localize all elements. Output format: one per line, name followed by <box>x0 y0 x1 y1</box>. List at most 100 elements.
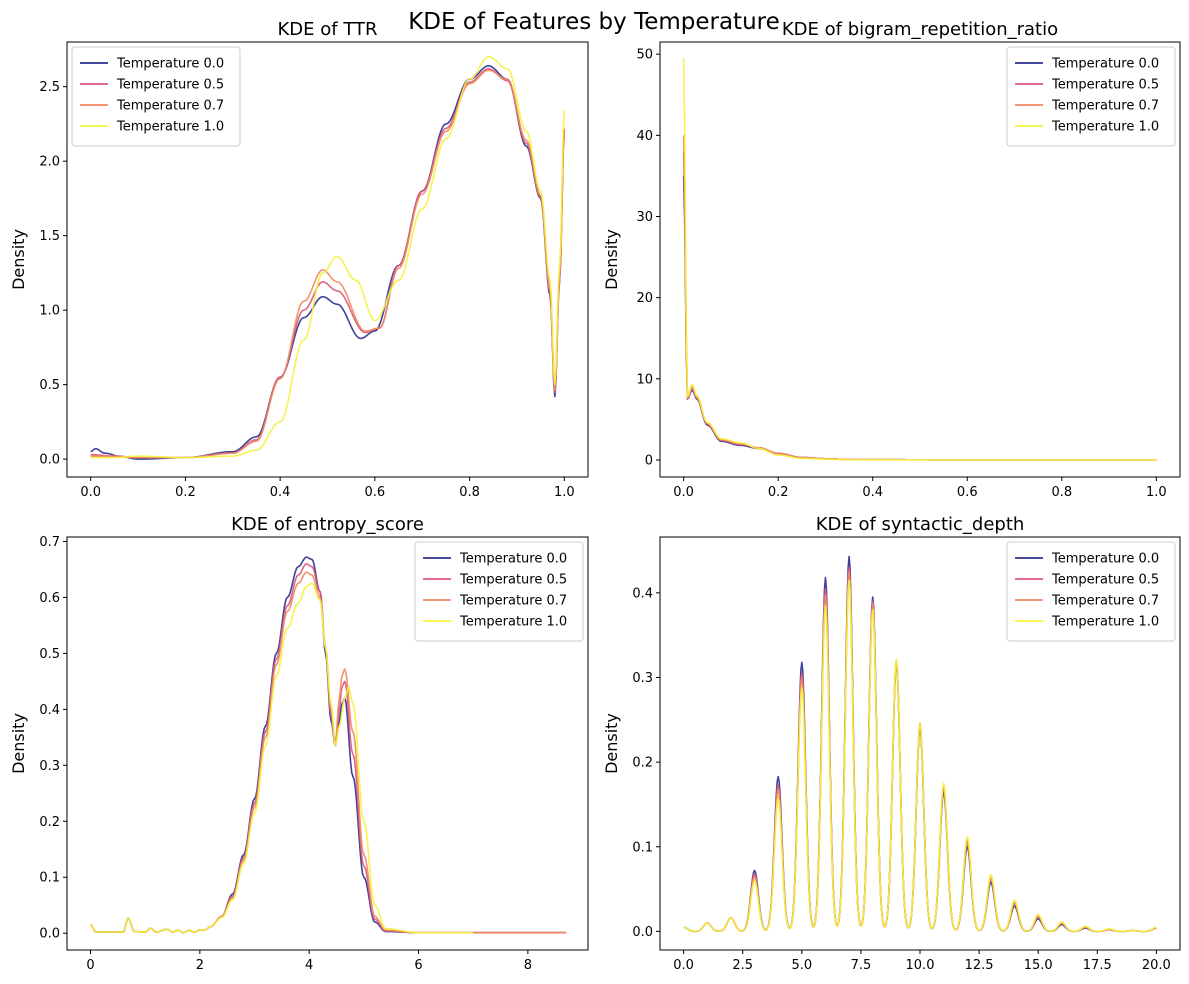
y-tick-label: 0.2 <box>39 815 60 830</box>
series-lines <box>90 56 566 460</box>
y-tick-label: 0.3 <box>39 759 60 774</box>
x-tick-label: 1.0 <box>1146 485 1167 500</box>
legend-label: Temperature 0.0 <box>459 552 567 567</box>
x-tick-label: 0.6 <box>365 485 386 500</box>
legend-label: Temperature 0.5 <box>459 573 567 588</box>
series-line-temperature-0-0 <box>682 175 1157 461</box>
figure-title: KDE of Features by Temperature <box>408 9 780 35</box>
legend-label: Temperature 0.0 <box>1051 552 1159 567</box>
y-tick-label: 30 <box>636 210 653 225</box>
x-tick-label: 0.8 <box>1051 485 1072 500</box>
y-tick-label: 1.5 <box>39 229 60 244</box>
y-tick-label: 0.0 <box>39 927 60 942</box>
panel-title: KDE of syntactic_depth <box>816 514 1025 535</box>
series-lines <box>682 58 1157 461</box>
legend-label: Temperature 0.5 <box>1051 78 1159 93</box>
x-tick-label: 2.5 <box>732 958 753 973</box>
x-axis-ticks: 0.0 0.2 0.4 0.6 0.8 1.0 <box>673 477 1167 500</box>
axes-frame <box>659 41 1181 478</box>
panel-bigram-repetition-ratio: KDE of bigram_repetition_ratio Density 0.0… <box>602 19 1181 500</box>
legend-box <box>1006 46 1176 147</box>
x-tick-label: 0.0 <box>673 485 694 500</box>
series-line-temperature-1-0 <box>90 56 566 459</box>
legend: Temperature 0.0 Temperature 0.5 Temperatur… <box>1006 46 1176 147</box>
series-line-temperature-0-5 <box>682 151 1157 461</box>
legend-label: Temperature 0.7 <box>1051 594 1159 609</box>
legend-label: Temperature 1.0 <box>1051 615 1159 630</box>
x-tick-label: 6 <box>414 958 422 973</box>
x-axis-ticks: 0 2 4 6 8 <box>86 950 532 973</box>
y-tick-label: 0.3 <box>632 671 653 686</box>
y-tick-label: 50 <box>636 48 653 63</box>
y-axis-label: Density <box>602 229 621 290</box>
legend-label: Temperature 0.7 <box>459 594 567 609</box>
legend-label: Temperature 1.0 <box>459 615 567 630</box>
y-tick-label: 20 <box>636 291 653 306</box>
y-tick-label: 2.0 <box>39 155 60 170</box>
x-tick-label: 0.0 <box>673 958 694 973</box>
y-axis-label: Density <box>9 713 28 774</box>
legend-label: Temperature 1.0 <box>1051 120 1159 135</box>
panel-title: KDE of TTR <box>277 19 377 40</box>
series-line-temperature-1-0 <box>90 582 474 934</box>
y-axis-ticks: 0.0 0.5 1.0 1.5 2.0 2.5 <box>39 80 67 468</box>
x-tick-label: 2 <box>196 958 204 973</box>
y-tick-label: 0.5 <box>39 378 60 393</box>
y-axis-ticks: 0 10 20 30 40 50 <box>636 48 660 468</box>
panel-syntactic-depth: KDE of syntactic_depth Density 0.0 2.5 5.0 7.… <box>602 514 1181 973</box>
x-tick-label: 15.0 <box>1024 958 1053 973</box>
x-tick-label: 20.0 <box>1142 958 1171 973</box>
panel-title: KDE of entropy_score <box>231 514 424 535</box>
y-tick-label: 2.5 <box>39 80 60 95</box>
x-tick-label: 7.5 <box>851 958 872 973</box>
legend: Temperature 0.0 Temperature 0.5 Temperatur… <box>71 46 241 147</box>
y-tick-label: 1.0 <box>39 304 60 319</box>
y-tick-label: 10 <box>636 372 653 387</box>
series-line-temperature-1-0 <box>682 58 1157 461</box>
x-tick-label: 1.0 <box>554 485 575 500</box>
x-tick-label: 8 <box>524 958 532 973</box>
x-axis-ticks: 0.0 0.2 0.4 0.6 0.8 1.0 <box>80 477 575 500</box>
y-tick-label: 40 <box>636 129 653 144</box>
x-tick-label: 5.0 <box>791 958 812 973</box>
y-tick-label: 0.4 <box>39 703 60 718</box>
legend-label: Temperature 1.0 <box>116 120 224 135</box>
y-axis-ticks: 0.0 0.1 0.2 0.3 0.4 <box>632 586 660 940</box>
y-tick-label: 0.2 <box>632 756 653 771</box>
x-tick-label: 0.8 <box>459 485 480 500</box>
y-tick-label: 0.1 <box>632 840 653 855</box>
legend: Temperature 0.0 Temperature 0.5 Temperatur… <box>1006 541 1176 642</box>
x-tick-label: 17.5 <box>1083 958 1112 973</box>
legend-box <box>71 46 241 147</box>
y-tick-label: 0.0 <box>632 925 653 940</box>
x-tick-label: 0.0 <box>80 485 101 500</box>
x-tick-label: 12.5 <box>965 958 994 973</box>
legend-label: Temperature 0.0 <box>1051 57 1159 72</box>
y-tick-label: 0.7 <box>39 535 60 550</box>
legend-label: Temperature 0.0 <box>116 57 224 72</box>
x-tick-label: 0.4 <box>862 485 883 500</box>
y-axis-ticks: 0.0 0.1 0.2 0.3 0.4 0.5 0.6 0.7 <box>39 535 67 942</box>
legend-label: Temperature 0.5 <box>1051 573 1159 588</box>
series-lines <box>90 556 567 934</box>
axes-frame <box>66 536 589 951</box>
y-axis-label: Density <box>9 229 28 290</box>
series-line-temperature-0-7 <box>682 135 1157 461</box>
axes-frame <box>659 536 1181 951</box>
legend-label: Temperature 0.7 <box>116 99 224 114</box>
panel-title: KDE of bigram_repetition_ratio <box>782 19 1058 40</box>
legend-label: Temperature 0.5 <box>116 78 224 93</box>
legend: Temperature 0.0 Temperature 0.5 Temperatur… <box>414 541 584 642</box>
y-tick-label: 0.4 <box>632 586 653 601</box>
legend-box <box>414 541 584 642</box>
axes-frame <box>66 41 589 478</box>
y-tick-label: 0 <box>645 453 653 468</box>
x-tick-label: 0 <box>86 958 94 973</box>
x-tick-label: 10.0 <box>906 958 935 973</box>
x-tick-label: 0.6 <box>957 485 978 500</box>
x-tick-label: 0.4 <box>270 485 291 500</box>
y-tick-label: 0.6 <box>39 591 60 606</box>
y-tick-label: 0.5 <box>39 647 60 662</box>
